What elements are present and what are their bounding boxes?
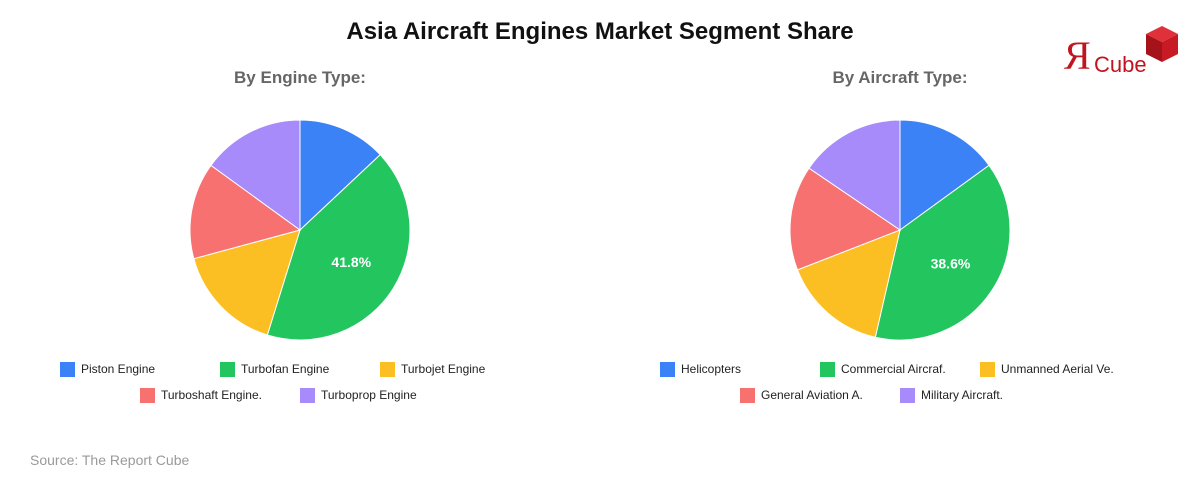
legend-swatch xyxy=(660,361,675,377)
legend-swatch xyxy=(740,387,755,403)
legend-item-turbofan-engine: Turbofan Engine xyxy=(220,360,329,378)
engine-type-chart: By Engine Type: 41.8% Piston Engine Turbo… xyxy=(0,60,600,420)
pie-slice-turboshaft-engine xyxy=(189,164,302,260)
brand-logo: Я Cube xyxy=(1060,24,1190,84)
legend-item-piston-engine: Piston Engine xyxy=(60,360,155,378)
pie-slice-helicopters xyxy=(899,119,990,231)
legend-label: Turboprop Engine xyxy=(321,388,417,402)
chart-subtitle: By Engine Type: xyxy=(234,68,366,87)
pie-data-label: 38.6% xyxy=(931,255,971,271)
legend-label: Turbofan Engine xyxy=(241,362,330,376)
legend-label: Helicopters xyxy=(681,362,742,376)
cube-icon xyxy=(1146,26,1178,62)
legend-label: Military Aircraft. xyxy=(921,388,1004,402)
pie-data-label: 41.8% xyxy=(331,254,371,270)
page-title: Asia Aircraft Engines Market Segment Sha… xyxy=(346,18,854,45)
aircraft-type-chart: By Aircraft Type: 38.6% Helicopters Comme… xyxy=(600,60,1200,420)
legend-item-turboprop-engine: Turboprop Engine xyxy=(300,386,417,404)
legend-swatch xyxy=(820,361,835,377)
source-note: Source: The Report Cube xyxy=(30,452,190,468)
legend-label: General Aviation A. xyxy=(761,388,863,402)
legend-label: Piston Engine xyxy=(81,362,156,376)
legend-swatch xyxy=(140,387,155,403)
chart-subtitle: By Aircraft Type: xyxy=(832,68,968,87)
pie-slice-turboprop-engine xyxy=(210,119,301,231)
legend-item-helicopters: Helicopters xyxy=(660,360,741,378)
legend-label: Commercial Aircraf. xyxy=(841,362,946,376)
pie-slice-turbofan-engine xyxy=(266,153,411,341)
legend-label: Turbojet Engine xyxy=(401,362,486,376)
legend-item-unmanned-aerial-ve: Unmanned Aerial Ve. xyxy=(980,360,1114,378)
engine-type-pie: 41.8% xyxy=(189,119,411,341)
logo-text: Cube xyxy=(1094,52,1147,77)
legend-item-general-aviation-a: General Aviation A. xyxy=(740,386,863,404)
pie-slice-military-aircraft xyxy=(808,119,901,231)
legend-swatch xyxy=(300,387,315,403)
legend-swatch xyxy=(60,361,75,377)
legend-label: Turboshaft Engine. xyxy=(161,388,262,402)
legend-item-military-aircraft: Military Aircraft. xyxy=(900,386,1003,404)
pie-slice-piston-engine xyxy=(299,119,381,232)
aircraft-type-pie: 38.6% xyxy=(789,119,1011,341)
pie-slice-turbojet-engine xyxy=(193,229,301,336)
legend-swatch xyxy=(980,361,995,377)
legend-item-commercial-aircraf: Commercial Aircraf. xyxy=(820,360,946,378)
legend-swatch xyxy=(900,387,915,403)
legend-item-turboshaft-engine: Turboshaft Engine. xyxy=(140,386,262,404)
pie-slice-commercial-aircraf xyxy=(874,164,1011,341)
pie-slice-unmanned-aerial-ve xyxy=(796,229,901,338)
legend-swatch xyxy=(380,361,395,377)
pie-slice-general-aviation-a xyxy=(789,167,902,271)
logo-mark: Я xyxy=(1064,33,1091,78)
legend-label: Unmanned Aerial Ve. xyxy=(1001,362,1114,376)
legend-item-turbojet-engine: Turbojet Engine xyxy=(380,360,485,378)
legend-swatch xyxy=(220,361,235,377)
